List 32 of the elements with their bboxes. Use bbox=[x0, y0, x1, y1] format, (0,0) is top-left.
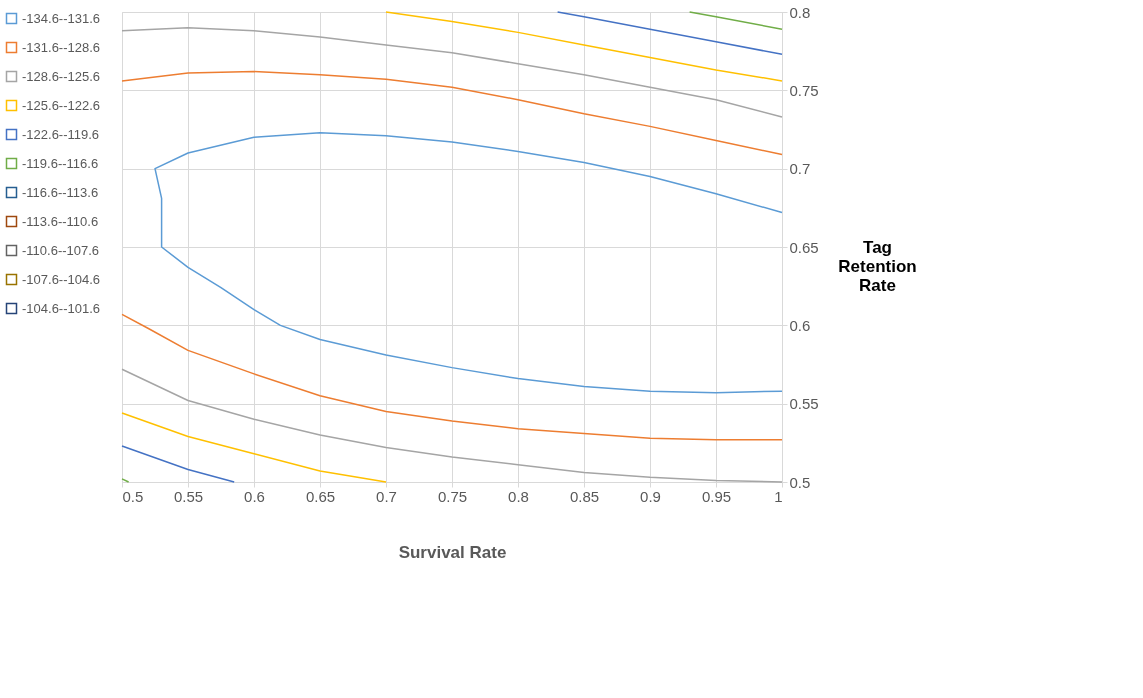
y-tick-label: 0.75 bbox=[789, 81, 819, 99]
x-tick-label: 0.55 bbox=[173, 487, 204, 505]
x-tick-label: 0.6 bbox=[244, 487, 265, 505]
y-tick-label: 0.55 bbox=[789, 395, 819, 413]
y-tick-label: 0.65 bbox=[789, 238, 819, 256]
x-tick-label: 0.95 bbox=[701, 487, 732, 505]
legend-label: -116.6--113.6 bbox=[22, 184, 99, 200]
y-axis-title: Tag Retention Rate bbox=[838, 237, 917, 295]
legend-label: -107.6--104.6 bbox=[22, 271, 101, 287]
legend-label: -125.6--122.6 bbox=[22, 97, 101, 113]
x-tick-label: 0.7 bbox=[376, 487, 397, 505]
x-tick-label: 0.75 bbox=[437, 487, 468, 505]
y-tick-label: 0.6 bbox=[789, 316, 811, 334]
x-tick-label: 0.85 bbox=[569, 487, 600, 505]
x-tick-label: 0.9 bbox=[640, 487, 661, 505]
y-tick-label: 0.5 bbox=[789, 473, 811, 491]
legend-label: -131.6--128.6 bbox=[22, 39, 101, 55]
legend-label: -122.6--119.6 bbox=[22, 126, 100, 142]
x-tick-label: 0.65 bbox=[305, 487, 336, 505]
legend-label: -104.6--101.6 bbox=[22, 300, 101, 316]
x-tick-label: 0.8 bbox=[508, 487, 529, 505]
legend-label: -119.6--116.6 bbox=[22, 155, 99, 171]
legend-label: -113.6--110.6 bbox=[22, 213, 99, 229]
legend-label: -134.6--131.6 bbox=[22, 10, 101, 26]
legend-label: -110.6--107.6 bbox=[22, 242, 100, 258]
line-series bbox=[154, 131, 783, 394]
x-tick-label: 0.5 bbox=[122, 487, 144, 505]
legend-label: -128.6--125.6 bbox=[22, 68, 101, 84]
x-axis-title: Survival Rate bbox=[398, 542, 507, 562]
y-tick-label: 0.8 bbox=[789, 3, 811, 21]
y-tick-label: 0.7 bbox=[789, 160, 811, 178]
x-tick-label: 1 bbox=[774, 487, 783, 505]
